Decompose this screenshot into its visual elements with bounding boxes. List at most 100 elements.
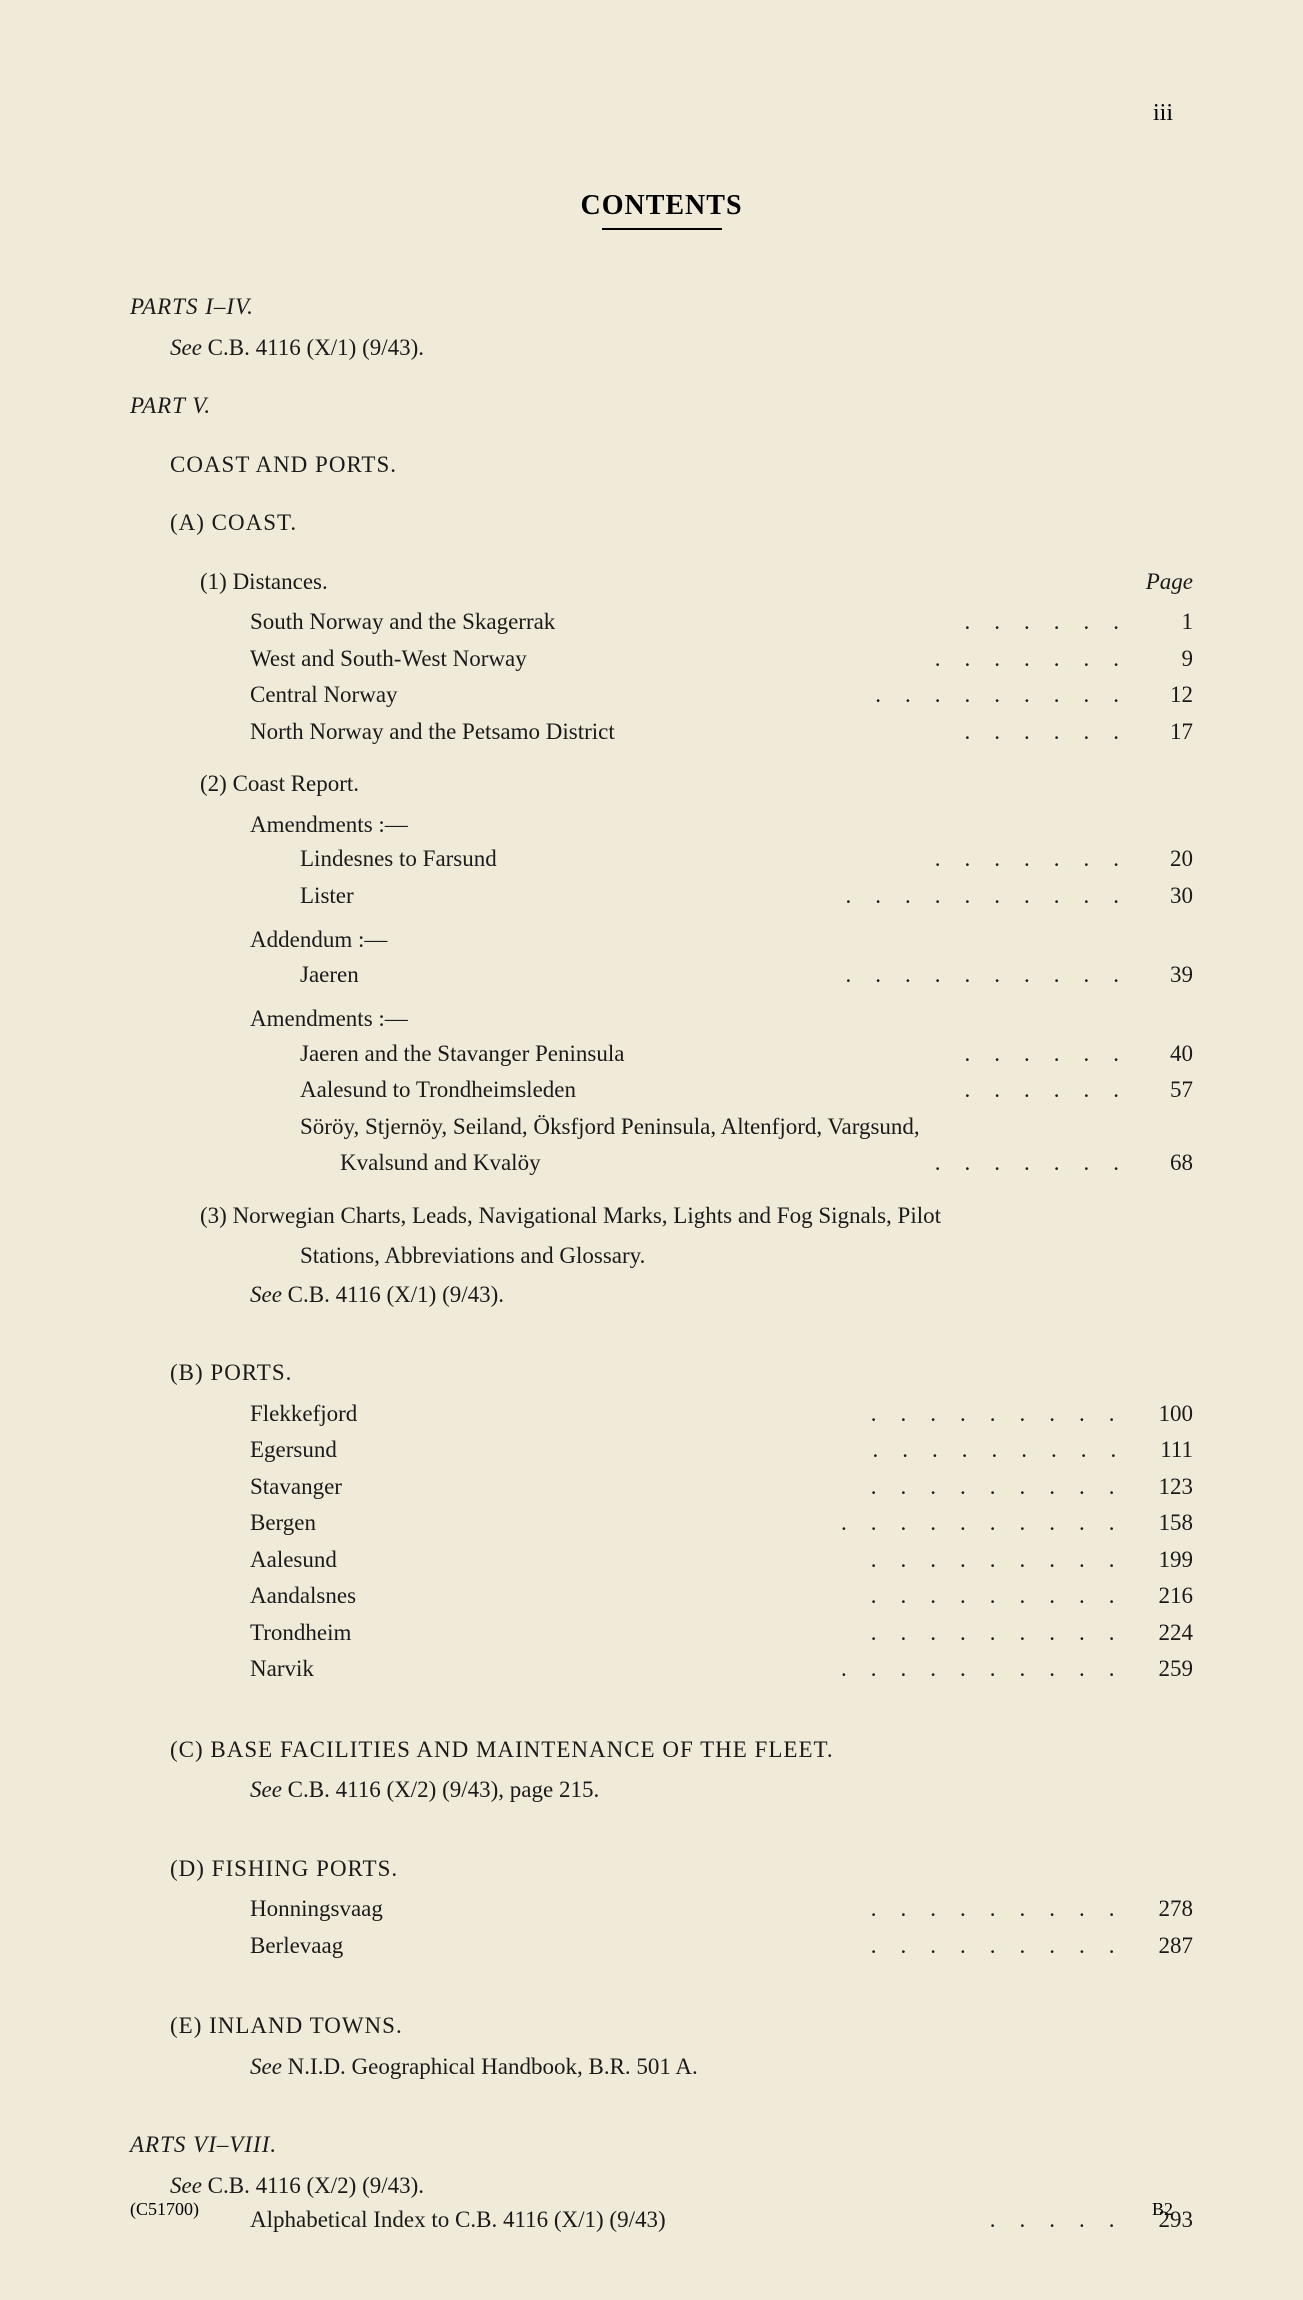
toc-page: 39 — [1143, 958, 1193, 993]
toc-dots: ......... — [342, 1470, 1139, 1505]
toc-dots: ...... — [624, 1037, 1143, 1072]
a3-see-ref: See C.B. 4116 (X/1) (9/43). — [250, 1278, 1193, 1313]
part-5-title: COAST AND PORTS. — [170, 448, 1193, 483]
see-text: See — [170, 335, 202, 360]
toc-line: Lindesnes to Farsund ....... 20 — [300, 842, 1193, 877]
toc-dots: .......... — [359, 958, 1143, 993]
toc-text: Flekkefjord — [250, 1397, 357, 1432]
toc-page: 12 — [1143, 678, 1193, 713]
toc-dots: ....... — [541, 1146, 1143, 1181]
toc-text: Jaeren — [300, 958, 359, 993]
see-text: See — [250, 2054, 282, 2079]
toc-dots: ....... — [527, 642, 1143, 677]
toc-dots: .......... — [314, 1652, 1139, 1687]
section-a-heading: (A) COAST. — [170, 506, 1193, 541]
toc-page: 100 — [1139, 1397, 1194, 1432]
addendum-heading: Addendum :— — [250, 923, 1193, 958]
toc-line: Berlevaag ......... 287 — [250, 1929, 1193, 1964]
title: CONTENTS — [130, 190, 1193, 222]
title-underline — [602, 228, 722, 230]
toc-page: 30 — [1143, 879, 1193, 914]
toc-page: 278 — [1139, 1892, 1194, 1927]
toc-line: South Norway and the Skagerrak ...... 1 — [250, 605, 1193, 640]
toc-dots: ......... — [337, 1543, 1139, 1578]
toc-dots: ...... — [555, 605, 1143, 640]
toc-line: Lister .......... 30 — [300, 879, 1193, 914]
section-b-heading: (B) PORTS. — [170, 1356, 1193, 1391]
page: iii CONTENTS PARTS I–IV. See C.B. 4116 (… — [0, 0, 1303, 2300]
toc-text: Aalesund to Trondheimsleden — [300, 1073, 576, 1108]
toc-dots: .......... — [316, 1506, 1138, 1541]
toc-page: 20 — [1143, 842, 1193, 877]
see-text: See — [250, 1777, 282, 1802]
toc-page: 259 — [1139, 1652, 1194, 1687]
toc-page: 57 — [1143, 1073, 1193, 1108]
toc-text: West and South-West Norway — [250, 642, 527, 677]
toc-line: West and South-West Norway ....... 9 — [250, 642, 1193, 677]
parts-1-4-see-ref: See C.B. 4116 (X/1) (9/43). — [170, 331, 1193, 366]
toc-text: Jaeren and the Stavanger Peninsula — [300, 1037, 624, 1072]
a3-line2: Stations, Abbreviations and Glossary. — [300, 1239, 1193, 1274]
a1-heading: (1) Distances. — [200, 565, 1146, 600]
toc-line: Flekkefjord ......... 100 — [250, 1397, 1193, 1432]
parts-1-4-heading: PARTS I–IV. — [130, 290, 1193, 325]
toc-text: Narvik — [250, 1652, 314, 1687]
amend1-heading: Amendments :— — [250, 808, 1193, 843]
toc-text: Central Norway — [250, 678, 398, 713]
see-text: See — [250, 1282, 282, 1307]
ref-text: C.B. 4116 (X/2) (9/43), page 215. — [288, 1777, 600, 1802]
toc-line: Honningsvaag ......... 278 — [250, 1892, 1193, 1927]
toc-page: 158 — [1139, 1506, 1194, 1541]
toc-page: 216 — [1139, 1579, 1194, 1614]
page-number-top: iii — [1153, 100, 1173, 127]
toc-text: Lindesnes to Farsund — [300, 842, 497, 877]
footer: (C51700) B2 — [130, 2199, 1173, 2220]
toc-page: 40 — [1143, 1037, 1193, 1072]
toc-dots: ......... — [356, 1579, 1138, 1614]
toc-page: 17 — [1143, 715, 1193, 750]
section-e-heading: (E) INLAND TOWNS. — [170, 2009, 1193, 2044]
toc-text: Stavanger — [250, 1470, 342, 1505]
a3-line1: (3) Norwegian Charts, Leads, Navigationa… — [200, 1199, 1193, 1234]
ref-text: C.B. 4116 (X/1) (9/43). — [208, 335, 424, 360]
toc-page: 287 — [1139, 1929, 1194, 1964]
toc-page: 68 — [1143, 1146, 1193, 1181]
content: PARTS I–IV. See C.B. 4116 (X/1) (9/43). … — [130, 290, 1193, 2238]
toc-text: Berlevaag — [250, 1929, 343, 1964]
toc-line: Central Norway ......... 12 — [250, 678, 1193, 713]
toc-dots: ...... — [615, 715, 1143, 750]
amend2-multiline-1: Söröy, Stjernöy, Seiland, Öksfjord Penin… — [300, 1110, 1193, 1145]
see-text: See — [170, 2173, 202, 2198]
toc-line: Aalesund to Trondheimsleden ...... 57 — [300, 1073, 1193, 1108]
toc-line: Narvik .......... 259 — [250, 1652, 1193, 1687]
parts-6-8-heading: ARTS VI–VIII. — [130, 2128, 1193, 2163]
toc-page: 199 — [1139, 1543, 1194, 1578]
toc-text: Bergen — [250, 1506, 316, 1541]
toc-line: North Norway and the Petsamo District ..… — [250, 715, 1193, 750]
toc-text: Aalesund — [250, 1543, 337, 1578]
toc-text: Trondheim — [250, 1616, 351, 1651]
toc-line: Aalesund ......... 199 — [250, 1543, 1193, 1578]
toc-text: South Norway and the Skagerrak — [250, 605, 555, 640]
toc-page: 1 — [1143, 605, 1193, 640]
toc-page: 123 — [1139, 1470, 1194, 1505]
toc-page: 111 — [1140, 1433, 1193, 1468]
toc-line: Kvalsund and Kvalöy ....... 68 — [340, 1146, 1193, 1181]
toc-text: Egersund — [250, 1433, 337, 1468]
toc-line: Aandalsnes ......... 216 — [250, 1579, 1193, 1614]
toc-line: Egersund ......... 111 — [250, 1433, 1193, 1468]
amend2-heading: Amendments :— — [250, 1002, 1193, 1037]
toc-dots: ......... — [337, 1433, 1140, 1468]
toc-line: Jaeren and the Stavanger Peninsula .....… — [300, 1037, 1193, 1072]
ref-text: N.I.D. Geographical Handbook, B.R. 501 A… — [288, 2054, 698, 2079]
toc-dots: ......... — [357, 1397, 1138, 1432]
ref-text: C.B. 4116 (X/1) (9/43). — [288, 1282, 504, 1307]
toc-dots: .......... — [354, 879, 1143, 914]
footer-left: (C51700) — [130, 2199, 199, 2220]
toc-line: Jaeren .......... 39 — [300, 958, 1193, 993]
toc-dots: ......... — [343, 1929, 1138, 1964]
section-e-see-ref: See N.I.D. Geographical Handbook, B.R. 5… — [250, 2050, 1193, 2085]
toc-page: 9 — [1143, 642, 1193, 677]
toc-line: Stavanger ......... 123 — [250, 1470, 1193, 1505]
page-label: Page — [1146, 565, 1193, 600]
